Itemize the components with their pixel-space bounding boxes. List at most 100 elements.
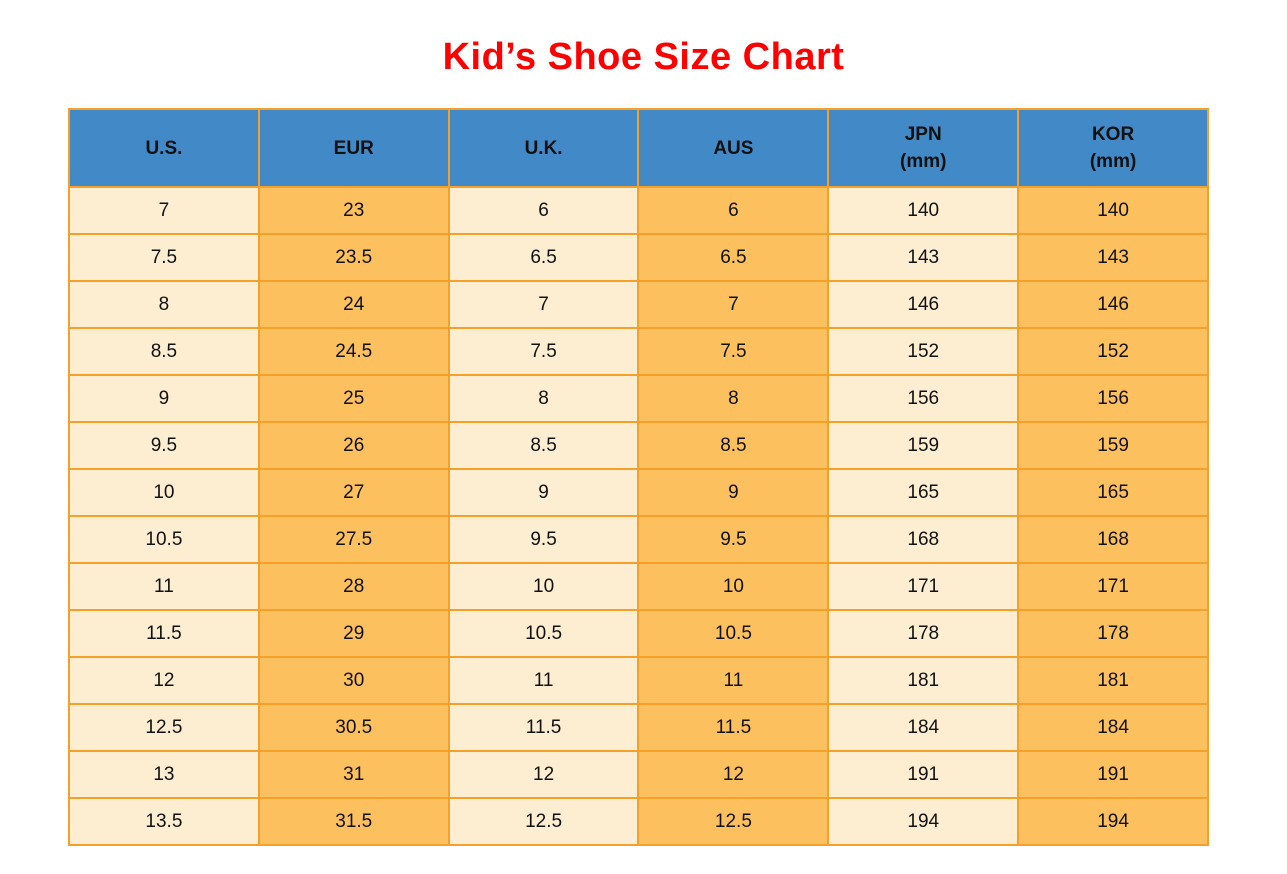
table-cell-eur: 30 [257,656,450,705]
table-cell-aus: 6.5 [637,233,830,282]
header-label: EUR [333,137,374,159]
header-cell-aus: AUS [637,108,830,188]
table-cell-eur: 29 [257,609,450,658]
table-cell-uk: 7.5 [447,327,640,376]
table-cell-us: 13 [68,750,260,799]
table-cell-us: 13.5 [68,797,260,846]
table-cell-us: 12 [68,656,260,705]
table-cell-uk: 11.5 [447,703,640,752]
table-cell-aus: 6 [637,186,830,235]
table-cell-uk: 10 [447,562,640,611]
table-cell-aus: 10 [637,562,830,611]
table-cell-us: 10 [68,468,260,517]
table-cell-us: 8 [68,280,260,329]
header-label: AUS [713,137,754,159]
table-cell-kor: 159 [1017,421,1209,470]
header-cell-us: U.S. [68,108,260,188]
header-cell-uk: U.K. [447,108,640,188]
table-cell-kor: 194 [1017,797,1209,846]
header-sublabel: (mm) [1089,151,1137,172]
table-cell-jpn: 156 [827,374,1020,423]
table-cell-jpn: 178 [827,609,1020,658]
table-cell-us: 11 [68,562,260,611]
table-cell-uk: 6.5 [447,233,640,282]
table-cell-kor: 191 [1017,750,1209,799]
table-cell-aus: 10.5 [637,609,830,658]
table-cell-kor: 146 [1017,280,1209,329]
table-cell-eur: 23 [257,186,450,235]
table-cell-uk: 8 [447,374,640,423]
header-cell-jpn: JPN (mm) [827,108,1020,188]
table-cell-uk: 11 [447,656,640,705]
table-cell-jpn: 184 [827,703,1020,752]
table-cell-aus: 9.5 [637,515,830,564]
table-cell-jpn: 143 [827,233,1020,282]
table-cell-us: 7 [68,186,260,235]
table-cell-jpn: 194 [827,797,1020,846]
table-header: U.S. EUR U.K. AUS JPN (mm) KOR (mm) [68,108,1209,188]
table-cell-jpn: 146 [827,280,1020,329]
table-row: 9.5 26 8.5 8.5 159 159 [68,421,1209,470]
table-cell-kor: 152 [1017,327,1209,376]
table-cell-aus: 12 [637,750,830,799]
table-cell-aus: 11 [637,656,830,705]
table-cell-jpn: 191 [827,750,1020,799]
table-cell-eur: 28 [257,562,450,611]
table-cell-aus: 8 [637,374,830,423]
table-row: 11 28 10 10 171 171 [68,562,1209,611]
table-cell-eur: 31 [257,750,450,799]
table-cell-us: 9 [68,374,260,423]
table-header-row: U.S. EUR U.K. AUS JPN (mm) KOR (mm) [68,108,1209,188]
table-cell-kor: 181 [1017,656,1209,705]
table-row: 7.5 23.5 6.5 6.5 143 143 [68,233,1209,282]
table-cell-us: 11.5 [68,609,260,658]
table-cell-kor: 184 [1017,703,1209,752]
table-cell-eur: 30.5 [257,703,450,752]
table-cell-aus: 7.5 [637,327,830,376]
table-cell-kor: 140 [1017,186,1209,235]
table-cell-eur: 26 [257,421,450,470]
table-cell-eur: 23.5 [257,233,450,282]
table-row: 13.5 31.5 12.5 12.5 194 194 [68,797,1209,846]
table-body: 7 23 6 6 140 140 7.5 23.5 6.5 6.5 143 143 8 24 7 7 146 14… [68,186,1209,846]
table-cell-aus: 8.5 [637,421,830,470]
table-cell-aus: 12.5 [637,797,830,846]
table-cell-aus: 11.5 [637,703,830,752]
header-label: U.K. [524,137,563,159]
table-row: 8 24 7 7 146 146 [68,280,1209,329]
header-cell-kor: KOR (mm) [1017,108,1209,188]
table-cell-uk: 8.5 [447,421,640,470]
table-cell-jpn: 181 [827,656,1020,705]
table-cell-eur: 24 [257,280,450,329]
table-row: 13 31 12 12 191 191 [68,750,1209,799]
page-title: Kid’s Shoe Size Chart [442,36,845,78]
table-cell-jpn: 168 [827,515,1020,564]
table-cell-jpn: 165 [827,468,1020,517]
table-cell-kor: 168 [1017,515,1209,564]
table-cell-eur: 24.5 [257,327,450,376]
table-cell-us: 9.5 [68,421,260,470]
table-row: 11.5 29 10.5 10.5 178 178 [68,609,1209,658]
table-row: 10 27 9 9 165 165 [68,468,1209,517]
table-cell-kor: 156 [1017,374,1209,423]
table-row: 9 25 8 8 156 156 [68,374,1209,423]
table-cell-eur: 27 [257,468,450,517]
table-row: 10.5 27.5 9.5 9.5 168 168 [68,515,1209,564]
table-cell-uk: 9 [447,468,640,517]
table-row: 7 23 6 6 140 140 [68,186,1209,235]
table-cell-uk: 12.5 [447,797,640,846]
table-cell-kor: 171 [1017,562,1209,611]
table-cell-uk: 9.5 [447,515,640,564]
table-cell-us: 7.5 [68,233,260,282]
table-cell-eur: 31.5 [257,797,450,846]
table-row: 12 30 11 11 181 181 [68,656,1209,705]
header-label: KOR [1091,124,1135,145]
header-label: JPN [904,124,942,145]
header-cell-eur: EUR [257,108,450,188]
table-cell-aus: 7 [637,280,830,329]
table-cell-jpn: 140 [827,186,1020,235]
table-cell-uk: 12 [447,750,640,799]
table-cell-us: 12.5 [68,703,260,752]
table-cell-uk: 7 [447,280,640,329]
table-cell-kor: 143 [1017,233,1209,282]
